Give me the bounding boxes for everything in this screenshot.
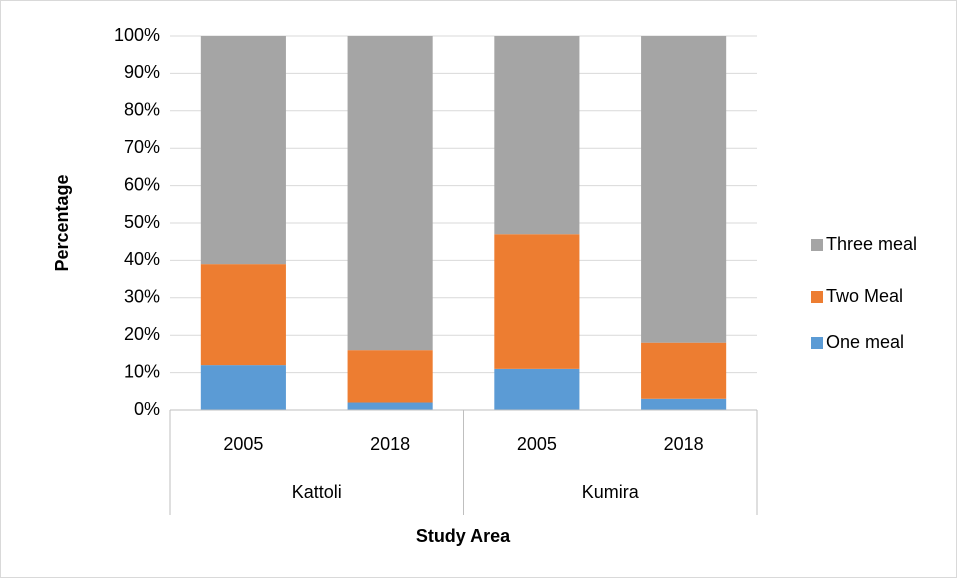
x-tick-label: 2005	[517, 434, 557, 454]
group-label: Kattoli	[292, 482, 342, 502]
legend-swatch	[811, 337, 823, 349]
y-tick-label: 60%	[124, 174, 160, 194]
bar-segment	[494, 368, 580, 410]
y-tick-label: 20%	[124, 324, 160, 344]
y-tick-label: 10%	[124, 361, 160, 381]
bar-segment	[494, 36, 580, 235]
y-tick-label: 70%	[124, 137, 160, 157]
y-tick-label: 40%	[124, 249, 160, 269]
bar-segment	[347, 402, 433, 410]
y-tick-label: 90%	[124, 62, 160, 82]
bar-segment	[347, 350, 433, 403]
x-tick-label: 2018	[370, 434, 410, 454]
x-tick-label: 2018	[664, 434, 704, 454]
y-axis-title: Percentage	[52, 174, 72, 271]
group-label: Kumira	[582, 482, 640, 502]
bar-segment	[641, 398, 727, 410]
bar-segment	[494, 234, 580, 369]
legend-label: One meal	[826, 332, 904, 352]
legend-swatch	[811, 239, 823, 251]
legend-swatch	[811, 291, 823, 303]
bar-segment	[200, 264, 286, 366]
y-tick-label: 80%	[124, 100, 160, 120]
bar-segment	[641, 342, 727, 399]
y-tick-label: 30%	[124, 287, 160, 307]
y-tick-label: 50%	[124, 212, 160, 232]
bar-segment	[641, 36, 727, 343]
bar-segment	[200, 36, 286, 265]
legend-label: Two Meal	[826, 286, 903, 306]
x-tick-label: 2005	[223, 434, 263, 454]
x-axis-title: Study Area	[416, 526, 511, 546]
y-tick-label: 100%	[114, 25, 160, 45]
bar-segment	[200, 365, 286, 410]
legend-label: Three meal	[826, 234, 917, 254]
bar-segment	[347, 36, 433, 351]
y-tick-label: 0%	[134, 399, 160, 419]
